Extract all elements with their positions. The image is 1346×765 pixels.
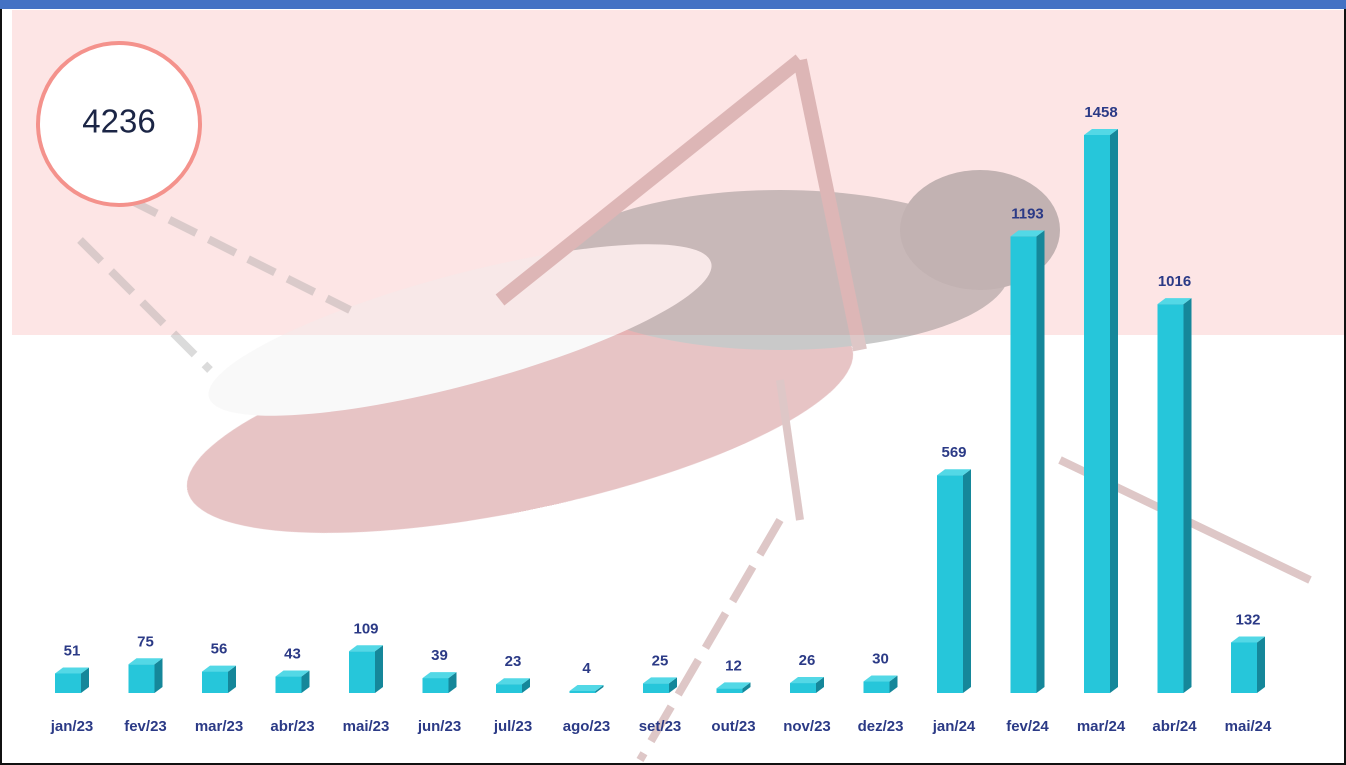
value-label: 51 xyxy=(64,642,81,659)
x-tick-label: abr/23 xyxy=(270,718,314,735)
x-tick-label: fev/23 xyxy=(124,718,167,735)
x-tick-label: jan/23 xyxy=(50,718,94,735)
value-label: 26 xyxy=(799,652,816,669)
bar-side xyxy=(1184,298,1192,693)
bar xyxy=(790,683,816,693)
bar xyxy=(1011,236,1037,693)
x-tick-label: jun/23 xyxy=(417,718,461,735)
bar xyxy=(202,672,228,693)
value-label: 12 xyxy=(725,657,742,674)
x-tick-label: jul/23 xyxy=(493,718,532,735)
value-label: 39 xyxy=(431,647,448,664)
total-value: 4236 xyxy=(82,103,155,140)
x-tick-label: set/23 xyxy=(639,718,682,735)
value-label: 56 xyxy=(211,641,228,658)
value-label: 4 xyxy=(582,660,591,677)
bar xyxy=(864,682,890,693)
x-tick-label: out/23 xyxy=(711,718,755,735)
bar xyxy=(1158,304,1184,693)
x-tick-label: mar/23 xyxy=(195,718,243,735)
value-label: 1193 xyxy=(1011,205,1044,222)
chart: 4236 51 jan/23 75 fev/23 56 mar/23 43 abr/23 109… xyxy=(0,0,1346,765)
bar-side xyxy=(963,469,971,693)
bar xyxy=(643,683,669,693)
bar xyxy=(937,475,963,693)
value-label: 23 xyxy=(505,653,522,670)
bar-side xyxy=(1037,230,1045,693)
bar-side xyxy=(155,658,163,693)
x-tick-label: jan/24 xyxy=(932,718,976,735)
bar-side xyxy=(1257,636,1265,693)
x-tick-label: mai/24 xyxy=(1225,718,1272,735)
bar xyxy=(1084,135,1110,693)
x-tick-label: abr/24 xyxy=(1152,718,1197,735)
bar-side xyxy=(1110,129,1118,693)
value-label: 30 xyxy=(872,650,889,667)
x-tick-label: fev/24 xyxy=(1006,718,1049,735)
bar xyxy=(55,673,81,693)
x-tick-label: mai/23 xyxy=(343,718,390,735)
top-bar xyxy=(0,0,1346,9)
value-label: 25 xyxy=(652,652,669,669)
bar xyxy=(276,677,302,693)
value-label: 1016 xyxy=(1158,273,1191,290)
value-label: 569 xyxy=(941,444,966,461)
value-label: 1458 xyxy=(1084,104,1117,121)
bar xyxy=(496,684,522,693)
bar-side xyxy=(375,645,383,693)
bar xyxy=(423,678,449,693)
x-tick-label: ago/23 xyxy=(563,718,611,735)
x-tick-label: mar/24 xyxy=(1077,718,1126,735)
value-label: 43 xyxy=(284,646,301,663)
value-label: 132 xyxy=(1235,611,1260,628)
bar xyxy=(717,688,743,693)
x-tick-label: nov/23 xyxy=(783,718,831,735)
bar xyxy=(570,691,596,693)
page: {"chart_data": {"type": "bar", "title": … xyxy=(0,0,1346,765)
value-label: 109 xyxy=(353,620,378,637)
x-tick-label: dez/23 xyxy=(858,718,904,735)
bar xyxy=(1231,642,1257,693)
bar xyxy=(349,651,375,693)
bar xyxy=(129,664,155,693)
value-label: 75 xyxy=(137,633,154,650)
